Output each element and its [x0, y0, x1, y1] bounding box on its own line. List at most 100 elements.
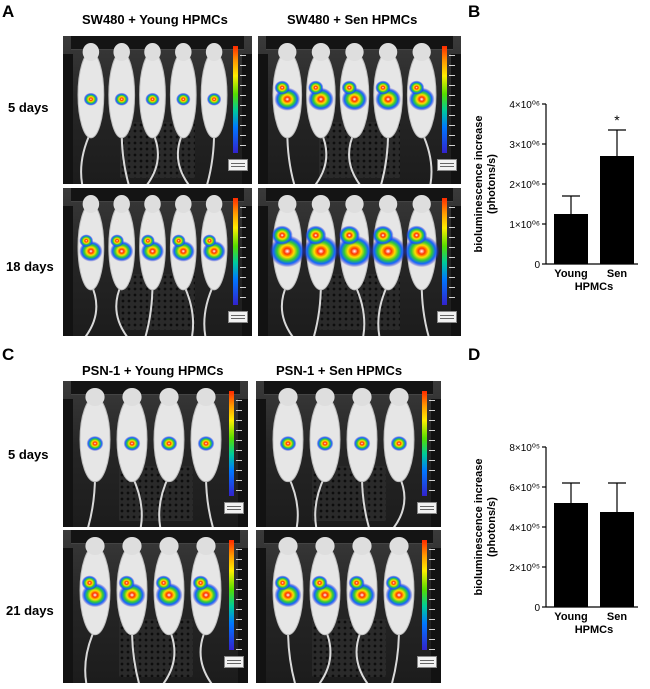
y-tick-label: 0 [534, 603, 540, 614]
mouse-tail [80, 131, 92, 184]
luminescence-signal [145, 92, 160, 106]
mouse-head [196, 537, 216, 555]
luminescence-signal [160, 435, 178, 452]
image-sw480-young-5-days [63, 36, 252, 184]
mouse-head [378, 195, 398, 213]
row-label-c-21-days: 21 days [6, 603, 54, 618]
mouse-head [345, 195, 364, 213]
luminescence-signal [83, 92, 99, 106]
colorbar-ticks [449, 198, 455, 305]
imaging-top-bar [264, 530, 433, 544]
mice-drawing [272, 43, 437, 184]
luminescence-signal [408, 80, 425, 95]
luminescence-signal [274, 575, 291, 591]
imaging-side-r [451, 206, 461, 336]
image-sw480-sen-5-days [258, 36, 461, 184]
luminescence-signal [405, 225, 428, 246]
imaging-side-r [242, 54, 252, 184]
luminescence-signal [341, 80, 358, 95]
mouse-tail [314, 475, 326, 527]
x-tick-label-young: Young [554, 268, 587, 280]
color-scale-legend [417, 656, 437, 669]
x-axis-label: HPMCs [575, 281, 614, 293]
luminescence-signal [155, 575, 172, 591]
mice-drawing [77, 43, 228, 184]
colorbar-ticks [236, 391, 242, 497]
mouse-tail [162, 628, 176, 683]
imaging-top-bar [264, 381, 433, 395]
mouse-head [205, 43, 223, 61]
imaging-side-r [431, 399, 441, 527]
y-tick-label: 0 [534, 260, 540, 271]
mouse-tail [287, 628, 296, 683]
mouse-head [122, 388, 142, 406]
mouse-tail [131, 475, 143, 527]
luminescence-signal [171, 234, 186, 248]
mouse-tail [280, 283, 294, 336]
mouse-tail [176, 131, 190, 184]
row-label-c-5-days: 5 days [8, 447, 49, 462]
color-scale-legend [437, 310, 457, 323]
imaging-side-r [238, 548, 248, 683]
mouse-tail [206, 131, 216, 184]
luminescence-signal [192, 575, 209, 591]
mouse-tail [131, 628, 140, 683]
imaging-top-bar [71, 381, 240, 395]
imaging-side-r [431, 548, 441, 683]
mice-drawing [272, 388, 415, 527]
mouse-head [389, 388, 409, 406]
luminescence-signal [338, 225, 360, 246]
mouse-tail [182, 283, 195, 336]
color-scale-legend [417, 502, 437, 515]
mouse-head [412, 43, 431, 61]
mouse-head [144, 43, 161, 61]
mouse-tail [420, 131, 433, 184]
mouse-head [352, 388, 372, 406]
luminescence-signal [271, 225, 293, 246]
luminescence-signal [279, 435, 297, 452]
mouse-head [175, 195, 192, 213]
mouse-head [82, 43, 100, 61]
imaging-side-r [238, 399, 248, 527]
mouse-tail [87, 475, 96, 527]
color-scale-legend [224, 656, 244, 669]
mouse-head [113, 195, 130, 213]
mouse-head [85, 537, 105, 555]
luminescence-signal [176, 92, 191, 106]
intensity-colorbar [233, 198, 238, 305]
mice-drawing [269, 195, 440, 336]
y-tick-label: 4×10⁰⁶ [509, 100, 540, 111]
y-axis-label: (photons/s) [486, 497, 498, 557]
y-tick-label: 1×10⁰⁶ [509, 220, 540, 231]
mouse-head [113, 43, 130, 61]
colorbar-ticks [240, 46, 246, 153]
luminescence-signal [375, 80, 391, 95]
luminescence-signal [81, 575, 98, 591]
column-title-sw480-young: SW480 + Young HPMCs [82, 12, 228, 27]
x-tick-label-young: Young [554, 611, 587, 623]
image-sw480-sen-18-days [258, 188, 461, 336]
row-label-a-5-days: 5 days [8, 100, 49, 115]
color-scale-legend [224, 502, 244, 515]
mouse-head [311, 43, 331, 61]
mouse-head [205, 195, 223, 213]
mouse-tail [353, 283, 366, 336]
mouse-tail [115, 283, 128, 336]
chart-b: bioluminescence increase (photons/s) 0 1×10… [468, 20, 650, 340]
mouse-head [159, 388, 179, 406]
y-axis-label: bioluminescence increase [473, 459, 485, 596]
mouse-head [122, 537, 142, 555]
luminescence-signal [385, 575, 402, 591]
imaging-side-r [451, 54, 461, 184]
mice-drawing [77, 195, 228, 336]
mouse-head [85, 388, 105, 406]
mouse-head [311, 195, 331, 213]
imaging-side-l [63, 548, 73, 683]
imaging-side-l [63, 54, 73, 184]
panel-letter-a: A [2, 2, 15, 21]
chart-d-svg: bioluminescence increase (photons/s) 0 2×10… [473, 443, 638, 636]
mouse-head [315, 388, 335, 406]
imaging-side-l [258, 54, 268, 184]
luminescence-signal [118, 575, 135, 591]
luminescence-signal [206, 92, 222, 106]
